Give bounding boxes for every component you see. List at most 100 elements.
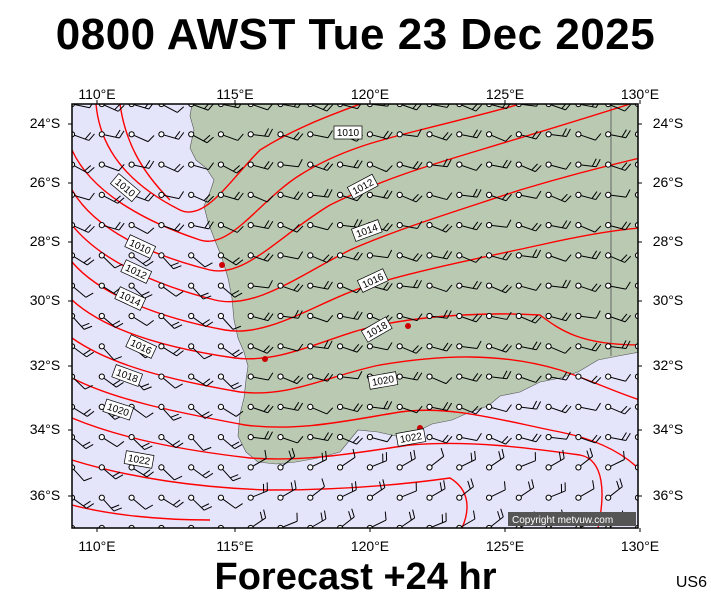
wind-barb-feather: [268, 128, 273, 137]
wind-barb: [307, 403, 334, 415]
wind-barb: [247, 252, 274, 262]
wind-barb-feather: [353, 311, 359, 319]
wind-barb: [575, 448, 594, 471]
wind-barb-feather: [498, 451, 502, 460]
wind-barb: [515, 130, 542, 140]
wind-barb-feather: [268, 431, 273, 440]
wind-barb: [188, 343, 213, 360]
wind-station: [98, 312, 105, 320]
wind-station: [158, 343, 165, 350]
wind-barb-feather: [351, 508, 355, 518]
wind-barb: [307, 450, 327, 471]
wind-barb-feather: [502, 159, 508, 168]
wind-barb: [456, 478, 474, 501]
wind-barb-feather: [202, 470, 210, 477]
wind-barb: [337, 403, 363, 413]
wind-station: [545, 161, 552, 168]
wind-station: [575, 373, 582, 380]
wind-barb-feather: [88, 192, 95, 201]
wind-barb-feather: [205, 321, 214, 327]
wind-barb: [486, 370, 512, 380]
wind-barb-feather: [442, 250, 449, 259]
wind-station: [307, 494, 314, 501]
wind-barb-feather: [467, 480, 471, 490]
isobar: [72, 377, 638, 470]
wind-barb-feather: [326, 407, 334, 415]
lat-label-left: 28°S: [30, 233, 61, 249]
copyright-text: Copyright metvuw.com: [512, 515, 613, 526]
wind-station: [575, 464, 582, 471]
wind-barb: [515, 479, 535, 501]
wind-barb-feather: [536, 342, 542, 350]
wind-barb-feather: [386, 434, 393, 443]
wind-barb: [98, 464, 124, 480]
isobar-label-box: [102, 398, 134, 421]
wind-barb-feather: [560, 483, 563, 493]
wind-station: [98, 494, 105, 501]
wind-barb-feather: [565, 220, 572, 229]
isobar-label: 1022: [123, 450, 155, 469]
wind-barb: [247, 160, 274, 170]
wind-barb: [247, 191, 274, 203]
wind-station: [426, 282, 433, 289]
wind-station: [247, 191, 254, 198]
wind-barb: [575, 342, 602, 352]
wind-station: [486, 191, 493, 198]
wind-barb-feather: [141, 291, 150, 296]
wind-barb-feather: [472, 188, 478, 197]
wind-barb: [277, 222, 304, 233]
wind-barb-feather: [321, 478, 325, 487]
wind-barb-feather: [416, 405, 423, 414]
wind-barb-feather: [267, 313, 274, 321]
wind-station: [486, 222, 493, 229]
wind-station: [366, 434, 373, 441]
wind-barb-feather: [475, 163, 483, 171]
wind-barb-feather: [140, 383, 150, 388]
wind-barb: [486, 191, 512, 202]
wind-barb: [426, 342, 453, 352]
wind-barb-feather: [387, 104, 393, 107]
wind-barb-feather: [326, 163, 334, 171]
wind-barb-feather: [321, 452, 324, 462]
lon-label-top: 120°E: [351, 86, 389, 102]
wind-barb: [98, 494, 122, 512]
wind-barb-feather: [323, 510, 327, 520]
wind-barb: [486, 311, 512, 320]
wind-station: [98, 464, 105, 471]
wind-station: [605, 131, 612, 138]
wind-barb: [486, 282, 512, 294]
wind-barb: [634, 343, 638, 353]
wind-barb: [605, 221, 631, 231]
wind-barb-feather: [621, 129, 627, 138]
isobar-label-box: [125, 334, 158, 359]
wind-barb-feather: [532, 341, 538, 350]
wind-station: [366, 494, 373, 501]
wind-station: [158, 252, 165, 259]
wind-barb-feather: [558, 451, 562, 461]
wind-barb: [247, 280, 273, 289]
wind-barb-feather: [383, 400, 389, 409]
lat-label-left: 26°S: [30, 174, 61, 190]
wind-barb: [545, 449, 565, 471]
wind-station: [545, 282, 552, 289]
wind-barb: [396, 482, 417, 501]
isobar-label: 1020: [367, 371, 399, 390]
wind-barb-feather: [147, 227, 155, 234]
wind-barb-feather: [84, 384, 93, 390]
wind-station: [217, 312, 224, 320]
wind-barb-feather: [112, 379, 121, 386]
wind-station: [366, 161, 373, 168]
wind-station: [188, 494, 195, 501]
wind-barb-feather: [415, 195, 423, 203]
wind-barb-shaft: [637, 516, 638, 528]
wind-station: [396, 373, 403, 380]
wind-barb: [426, 309, 452, 320]
wind-barbs: [72, 104, 638, 528]
wind-station: [426, 252, 433, 259]
wind-station: [426, 373, 433, 380]
wind-barb-feather: [327, 222, 334, 231]
wind-barb-feather: [531, 222, 538, 230]
wind-barb: [545, 431, 571, 441]
wind-barb: [307, 340, 333, 350]
wind-station: [515, 434, 522, 441]
